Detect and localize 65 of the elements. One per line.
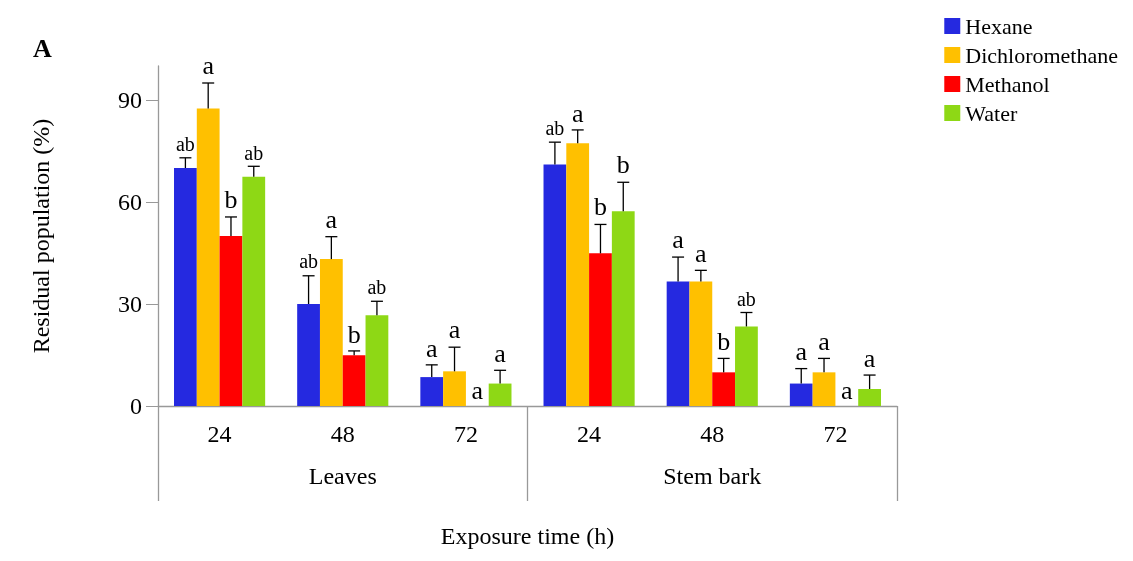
y-tick-label: 0	[130, 393, 142, 419]
bar	[196, 108, 220, 406]
bar	[812, 372, 836, 406]
data-label: a	[672, 224, 685, 254]
bar	[858, 389, 881, 406]
bar	[566, 143, 590, 406]
y-tick-label: 30	[118, 291, 142, 317]
data-label: b	[616, 149, 630, 179]
text: Stem bark	[663, 463, 762, 489]
data-label: a	[863, 343, 876, 373]
data-label: ab	[175, 133, 195, 156]
bar	[666, 281, 690, 406]
data-label: a	[818, 326, 831, 356]
text: Leaves	[308, 463, 377, 489]
data-label: a	[425, 333, 438, 363]
data-label: ab	[367, 276, 387, 299]
bar	[219, 236, 243, 406]
bar	[488, 383, 512, 406]
legend-label: Methanol	[965, 71, 1050, 97]
bar	[735, 326, 758, 406]
y-tick-label: 90	[118, 87, 142, 113]
x-tick-label: 24	[207, 421, 232, 447]
bar	[543, 164, 567, 406]
bar	[242, 176, 266, 406]
data-label: a	[494, 338, 507, 368]
bar	[297, 304, 320, 406]
data-label: a	[325, 204, 338, 234]
y-axis-title: Residual population (%)	[28, 118, 54, 354]
data-label: a	[448, 315, 461, 345]
data-label: b	[347, 320, 361, 350]
x-tick-label: 72	[823, 421, 848, 447]
x-tick-label: 48	[330, 421, 355, 447]
bar	[611, 211, 635, 406]
y-tick-label: 60	[118, 189, 142, 215]
data-label: ab	[299, 249, 319, 272]
legend-label: Dichloromethane	[965, 42, 1119, 68]
data-label: b	[717, 326, 731, 356]
data-label: a	[571, 98, 584, 128]
legend-label: Hexane	[965, 13, 1033, 39]
x-tick-label: 72	[453, 421, 478, 447]
bar	[174, 168, 197, 406]
bar	[342, 355, 366, 406]
bar	[712, 372, 736, 406]
data-label: ab	[736, 287, 756, 310]
bar	[589, 253, 612, 406]
bar	[420, 377, 444, 406]
x-tick-label: 24	[577, 421, 602, 447]
data-label: a	[202, 50, 215, 80]
data-label: a	[841, 375, 854, 405]
legend-label: Water	[965, 100, 1018, 126]
data-label: b	[224, 185, 238, 215]
data-label: ab	[545, 116, 565, 139]
bar	[789, 383, 813, 406]
chart-title: A	[33, 33, 52, 63]
data-label: ab	[244, 141, 264, 164]
bar	[319, 259, 343, 406]
bar	[443, 371, 466, 406]
data-label: a	[471, 375, 484, 405]
bar	[365, 315, 389, 406]
data-label: a	[795, 337, 808, 367]
bar	[689, 281, 713, 406]
data-label: a	[695, 239, 708, 269]
x-axis-title: Exposure time (h)	[440, 523, 615, 549]
x-tick-label: 48	[700, 421, 725, 447]
data-label: b	[593, 191, 607, 221]
